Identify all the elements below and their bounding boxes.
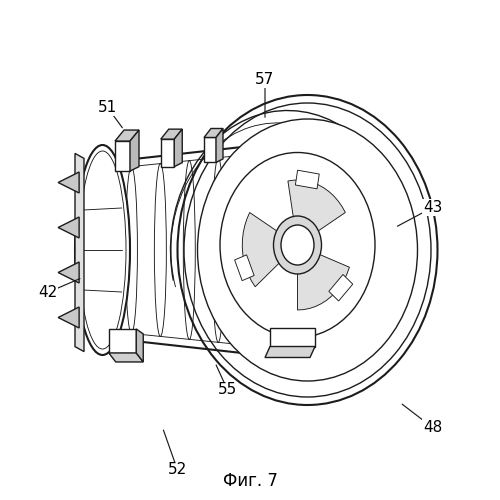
Ellipse shape: [184, 160, 196, 340]
Polygon shape: [234, 255, 254, 280]
Polygon shape: [58, 217, 79, 238]
Polygon shape: [204, 138, 216, 162]
Polygon shape: [109, 329, 136, 353]
Text: Фиг. 7: Фиг. 7: [222, 472, 278, 490]
Polygon shape: [161, 139, 174, 166]
Ellipse shape: [241, 154, 253, 346]
Polygon shape: [329, 274, 353, 301]
Polygon shape: [265, 346, 315, 358]
Polygon shape: [58, 307, 79, 328]
Text: 57: 57: [256, 72, 274, 88]
Ellipse shape: [126, 166, 138, 334]
Text: 48: 48: [423, 420, 442, 435]
Polygon shape: [204, 128, 223, 138]
Polygon shape: [288, 180, 346, 231]
Text: 43: 43: [423, 200, 442, 215]
Ellipse shape: [274, 216, 322, 274]
Text: 42: 42: [38, 285, 57, 300]
Ellipse shape: [96, 170, 108, 330]
Text: 51: 51: [98, 100, 117, 115]
Polygon shape: [242, 212, 280, 287]
Polygon shape: [174, 129, 182, 166]
Polygon shape: [58, 262, 79, 283]
Ellipse shape: [281, 225, 314, 265]
Ellipse shape: [270, 152, 282, 348]
Text: 55: 55: [218, 382, 237, 398]
Ellipse shape: [175, 92, 440, 407]
Polygon shape: [216, 128, 223, 162]
Text: 52: 52: [168, 462, 187, 477]
Ellipse shape: [75, 145, 130, 355]
Polygon shape: [296, 170, 320, 189]
Ellipse shape: [212, 158, 224, 342]
Polygon shape: [75, 154, 84, 352]
Polygon shape: [130, 130, 139, 171]
Ellipse shape: [299, 149, 311, 351]
Ellipse shape: [154, 164, 166, 336]
Ellipse shape: [220, 152, 375, 338]
Polygon shape: [58, 172, 79, 193]
Polygon shape: [102, 140, 305, 360]
Polygon shape: [270, 328, 315, 346]
Polygon shape: [115, 130, 139, 141]
Polygon shape: [298, 254, 350, 310]
Polygon shape: [136, 329, 143, 362]
Polygon shape: [115, 141, 130, 171]
Ellipse shape: [198, 119, 418, 381]
Polygon shape: [109, 353, 144, 362]
Polygon shape: [161, 129, 182, 139]
